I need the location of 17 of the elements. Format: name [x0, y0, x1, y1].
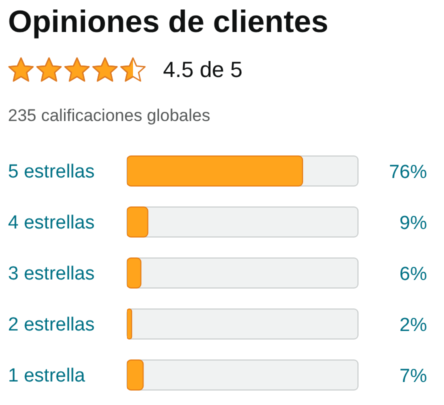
y-tick-label: 1 estrella — [8, 366, 86, 386]
text: 235 calificaciones globales — [8, 106, 210, 126]
bar — [127, 258, 142, 288]
y-tick-label: 4 estrellas — [8, 212, 95, 234]
data-label: 7% — [400, 366, 428, 387]
data-label: 2% — [400, 315, 428, 336]
chart-title: Opiniones de clientes — [8, 4, 328, 40]
data-label: 6% — [400, 264, 428, 285]
y-tick-label: 3 estrellas — [8, 264, 95, 284]
chart-subtitle: 4.5 de 5 — [163, 57, 243, 83]
y-tick-label: 2 estrellas — [8, 314, 95, 336]
bar — [127, 206, 148, 238]
bar — [127, 360, 144, 390]
data-label: 9% — [400, 213, 428, 234]
y-tick-label: 5 estrellas — [8, 162, 95, 182]
bar — [127, 308, 132, 340]
data-label: 76% — [388, 162, 428, 183]
